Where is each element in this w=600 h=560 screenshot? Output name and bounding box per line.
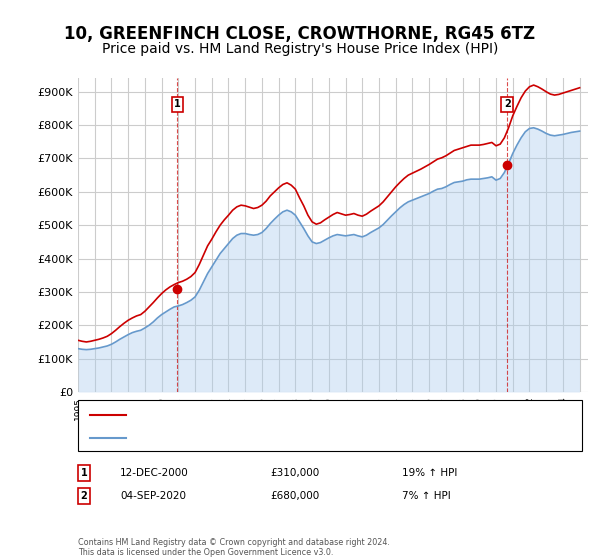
Text: 19% ↑ HPI: 19% ↑ HPI	[402, 468, 457, 478]
Text: Price paid vs. HM Land Registry's House Price Index (HPI): Price paid vs. HM Land Registry's House …	[102, 42, 498, 56]
Text: 1: 1	[80, 468, 88, 478]
Text: 7% ↑ HPI: 7% ↑ HPI	[402, 491, 451, 501]
Text: 2: 2	[80, 491, 88, 501]
Text: HPI: Average price, detached house, Wokingham: HPI: Average price, detached house, Woki…	[132, 433, 353, 443]
Text: £680,000: £680,000	[270, 491, 319, 501]
Text: 12-DEC-2000: 12-DEC-2000	[120, 468, 189, 478]
Text: 10, GREENFINCH CLOSE, CROWTHORNE, RG45 6TZ: 10, GREENFINCH CLOSE, CROWTHORNE, RG45 6…	[64, 25, 536, 43]
Text: 10, GREENFINCH CLOSE, CROWTHORNE, RG45 6TZ (detached house): 10, GREENFINCH CLOSE, CROWTHORNE, RG45 6…	[132, 410, 445, 419]
Text: 2: 2	[504, 100, 511, 109]
Text: Contains HM Land Registry data © Crown copyright and database right 2024.
This d: Contains HM Land Registry data © Crown c…	[78, 538, 390, 557]
Text: 1: 1	[174, 100, 181, 109]
Text: £310,000: £310,000	[270, 468, 319, 478]
Text: 04-SEP-2020: 04-SEP-2020	[120, 491, 186, 501]
